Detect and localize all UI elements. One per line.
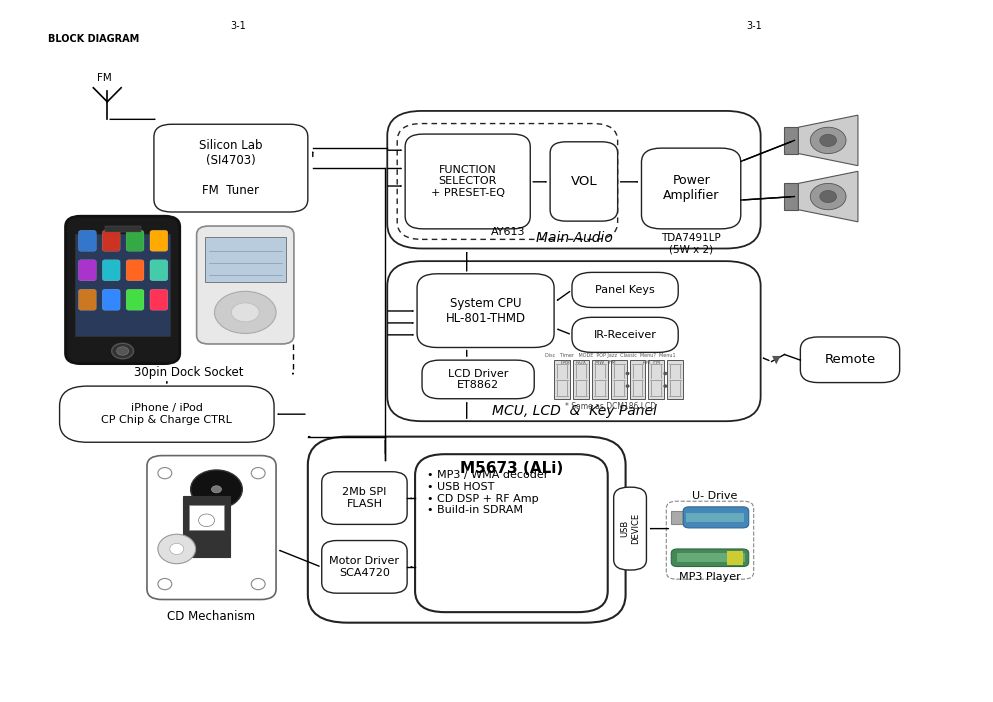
Text: CD Mechanism: CD Mechanism <box>168 610 255 623</box>
Text: U- Drive: U- Drive <box>692 491 738 501</box>
Text: BLOCK DIAGRAM: BLOCK DIAGRAM <box>48 34 139 44</box>
FancyBboxPatch shape <box>150 289 168 310</box>
Ellipse shape <box>111 343 133 359</box>
Ellipse shape <box>117 347 129 355</box>
Text: Panel Keys: Panel Keys <box>595 285 655 295</box>
Bar <box>648 360 664 399</box>
Text: ▼: ▼ <box>773 355 780 364</box>
FancyBboxPatch shape <box>78 230 96 251</box>
Ellipse shape <box>231 303 259 322</box>
Text: • MP3 / WMA decoder
• USB HOST
• CD DSP + RF Amp
• Build-in SDRAM: • MP3 / WMA decoder • USB HOST • CD DSP … <box>427 470 548 515</box>
Text: IR-Receiver: IR-Receiver <box>594 330 656 340</box>
Text: iPod   AUX      MW   FM                  AM  FM: iPod AUX MW FM AM FM <box>561 360 659 365</box>
Ellipse shape <box>170 543 184 555</box>
Bar <box>630 360 645 399</box>
FancyBboxPatch shape <box>572 272 678 307</box>
FancyBboxPatch shape <box>415 454 608 612</box>
FancyBboxPatch shape <box>102 289 120 310</box>
Text: M5673 (ALi): M5673 (ALi) <box>460 461 563 475</box>
Text: Disc   Timer   MODE  POP Jazz  Classic  Menu?  Menu1: Disc Timer MODE POP Jazz Classic Menu? M… <box>545 353 675 358</box>
Bar <box>205 237 286 282</box>
Bar <box>573 360 589 399</box>
Bar <box>592 360 608 399</box>
Text: FUNCTION
SELECTOR
+ PRESET-EQ: FUNCTION SELECTOR + PRESET-EQ <box>431 165 504 198</box>
Text: System CPU
HL-801-THMD: System CPU HL-801-THMD <box>446 297 525 324</box>
FancyBboxPatch shape <box>78 260 96 281</box>
Bar <box>554 360 570 399</box>
Ellipse shape <box>158 578 172 590</box>
Ellipse shape <box>663 372 667 375</box>
FancyBboxPatch shape <box>102 230 120 251</box>
Text: 30pin Dock Socket: 30pin Dock Socket <box>134 366 243 379</box>
Ellipse shape <box>820 134 836 147</box>
Ellipse shape <box>251 468 265 479</box>
Bar <box>784 127 798 154</box>
Bar <box>677 553 745 562</box>
FancyBboxPatch shape <box>66 216 180 364</box>
FancyBboxPatch shape <box>322 472 407 524</box>
FancyBboxPatch shape <box>572 317 678 352</box>
Text: TDA7491LP
(5W x 2): TDA7491LP (5W x 2) <box>661 233 721 255</box>
Text: AY613: AY613 <box>492 227 525 237</box>
FancyBboxPatch shape <box>550 142 618 221</box>
Ellipse shape <box>810 127 846 154</box>
FancyBboxPatch shape <box>614 487 646 570</box>
FancyBboxPatch shape <box>78 289 96 310</box>
Text: VOL: VOL <box>571 175 597 188</box>
Text: * Same as DCM186 LCD: * Same as DCM186 LCD <box>565 402 655 411</box>
Text: 3-1: 3-1 <box>747 22 763 32</box>
FancyBboxPatch shape <box>197 226 294 344</box>
FancyBboxPatch shape <box>417 274 554 347</box>
FancyBboxPatch shape <box>150 260 168 281</box>
Text: MCU, LCD  &  Key Panel: MCU, LCD & Key Panel <box>492 404 656 418</box>
FancyBboxPatch shape <box>60 386 274 442</box>
FancyBboxPatch shape <box>322 541 407 593</box>
Bar <box>667 360 683 399</box>
Text: Motor Driver
SCA4720: Motor Driver SCA4720 <box>330 556 399 578</box>
FancyBboxPatch shape <box>397 124 618 239</box>
FancyBboxPatch shape <box>800 337 900 383</box>
FancyBboxPatch shape <box>387 261 761 421</box>
Text: LCD Driver
ET8862: LCD Driver ET8862 <box>448 369 508 390</box>
FancyBboxPatch shape <box>422 360 534 399</box>
Bar <box>75 234 170 336</box>
FancyBboxPatch shape <box>405 134 530 229</box>
FancyBboxPatch shape <box>641 148 741 229</box>
Bar <box>671 511 683 524</box>
Bar <box>611 360 627 399</box>
Text: Silicon Lab
(SI4703)

FM  Tuner: Silicon Lab (SI4703) FM Tuner <box>200 139 262 197</box>
Text: MP3 Player: MP3 Player <box>679 572 741 582</box>
FancyBboxPatch shape <box>102 260 120 281</box>
FancyBboxPatch shape <box>308 437 626 623</box>
Text: 3-1: 3-1 <box>230 22 246 32</box>
Ellipse shape <box>810 183 846 210</box>
Text: iPhone / iPod
CP Chip & Charge CTRL: iPhone / iPod CP Chip & Charge CTRL <box>101 404 232 425</box>
FancyBboxPatch shape <box>387 111 761 249</box>
Bar <box>686 513 744 522</box>
Polygon shape <box>798 171 858 222</box>
Ellipse shape <box>158 468 172 479</box>
FancyBboxPatch shape <box>126 260 144 281</box>
Ellipse shape <box>663 384 667 388</box>
FancyBboxPatch shape <box>150 230 168 251</box>
Ellipse shape <box>820 190 836 203</box>
Text: Remote: Remote <box>824 353 876 366</box>
Text: FM: FM <box>97 73 112 83</box>
Ellipse shape <box>199 514 214 526</box>
FancyBboxPatch shape <box>671 549 749 567</box>
FancyBboxPatch shape <box>154 124 308 212</box>
Ellipse shape <box>626 384 630 388</box>
FancyBboxPatch shape <box>147 456 276 600</box>
Bar <box>105 226 141 232</box>
Bar <box>189 505 224 529</box>
FancyBboxPatch shape <box>126 230 144 251</box>
Ellipse shape <box>158 534 196 564</box>
Bar <box>183 496 229 557</box>
Polygon shape <box>798 115 858 166</box>
Ellipse shape <box>191 470 242 508</box>
Text: Main Audio: Main Audio <box>535 231 613 245</box>
Bar <box>727 550 743 564</box>
FancyBboxPatch shape <box>683 507 749 528</box>
Ellipse shape <box>251 578 265 590</box>
Text: Power
Amplifier: Power Amplifier <box>663 175 719 202</box>
